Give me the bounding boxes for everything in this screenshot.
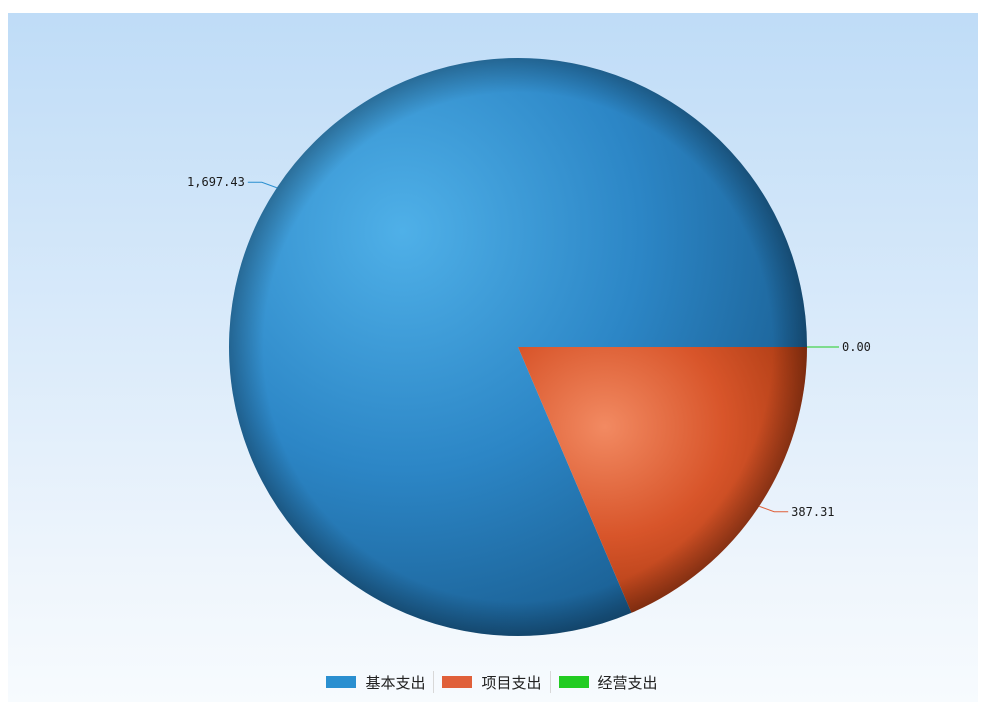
legend: 基本支出 项目支出 经营支出: [0, 665, 984, 699]
legend-swatch: [558, 676, 589, 688]
data-label: 0.00: [842, 340, 871, 354]
legend-swatch: [442, 676, 473, 688]
legend-label: 基本支出: [365, 673, 426, 692]
legend-item-operating[interactable]: 经营支出: [549, 671, 666, 693]
data-label: 387.31: [791, 505, 834, 519]
data-label: 1,697.43: [187, 175, 245, 189]
legend-item-basic[interactable]: 基本支出: [318, 671, 433, 693]
legend-label: 项目支出: [481, 673, 542, 692]
legend-swatch: [326, 676, 357, 688]
label-leader-line: [758, 505, 789, 513]
legend-item-project[interactable]: 项目支出: [433, 671, 549, 693]
pie-edge-shading: [229, 58, 807, 636]
legend-label: 经营支出: [597, 673, 658, 692]
label-leader-line: [247, 181, 278, 189]
